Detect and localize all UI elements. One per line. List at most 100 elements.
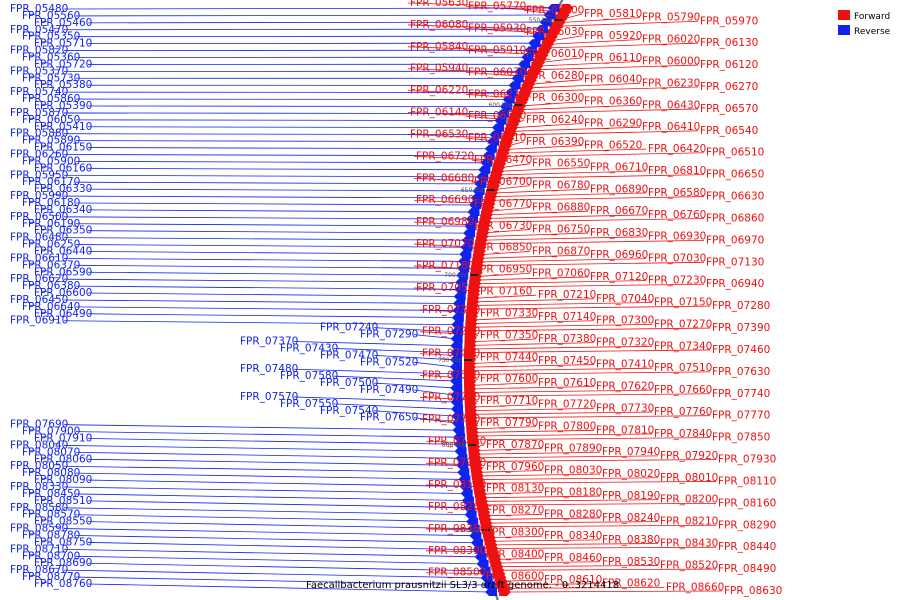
reverse-gene-label[interactable]: FPR_05730 xyxy=(22,72,80,84)
forward-gene-label[interactable]: FPR_06230 xyxy=(642,77,700,89)
reverse-gene-arrow[interactable] xyxy=(518,60,531,69)
reverse-gene-arrow[interactable] xyxy=(455,454,468,463)
forward-gene-label[interactable]: FPR_05840 xyxy=(410,41,468,53)
reverse-gene-arrow[interactable] xyxy=(464,222,477,231)
reverse-gene-label[interactable]: FPR_07240 xyxy=(320,322,378,334)
forward-gene-label[interactable]: FPR_06360 xyxy=(584,96,642,108)
forward-gene-label[interactable]: FPR_06310 xyxy=(468,132,526,144)
forward-gene-label[interactable]: FPR_07600 xyxy=(480,373,538,385)
forward-gene-label[interactable]: FPR_08020 xyxy=(602,468,660,480)
reverse-gene-arrow[interactable] xyxy=(469,531,482,540)
forward-gene-label[interactable]: FPR_08260 xyxy=(428,501,486,513)
reverse-gene-label[interactable]: FPR_06160 xyxy=(34,162,92,174)
reverse-gene-label[interactable]: FPR_07900 xyxy=(22,426,80,438)
forward-gene-label[interactable]: FPR_07230 xyxy=(648,275,706,287)
forward-gene-label[interactable]: FPR_08390 xyxy=(428,545,486,557)
reverse-gene-label[interactable]: FPR_08550 xyxy=(34,516,92,528)
reverse-gene-label[interactable]: FPR_05720 xyxy=(34,58,92,70)
forward-gene-label[interactable]: FPR_07800 xyxy=(538,421,596,433)
forward-gene-label[interactable]: FPR_06680 xyxy=(416,172,474,184)
reverse-gene-label[interactable]: FPR_08060 xyxy=(34,453,92,465)
reverse-gene-arrow[interactable] xyxy=(492,123,505,132)
reverse-gene-arrow[interactable] xyxy=(521,53,534,62)
forward-gene-label[interactable]: FPR_06020 xyxy=(642,34,700,46)
forward-gene-label[interactable]: FPR_06080 xyxy=(410,19,468,31)
forward-gene-label[interactable]: FPR_05920 xyxy=(584,30,642,42)
reverse-gene-label[interactable]: FPR_06170 xyxy=(22,176,80,188)
reverse-gene-arrow[interactable] xyxy=(450,376,463,385)
forward-gene-label[interactable]: FPR_06780 xyxy=(532,180,590,192)
reverse-gene-arrow[interactable] xyxy=(461,236,474,245)
reverse-gene-label[interactable]: FPR_06620 xyxy=(10,273,68,285)
forward-gene-label[interactable]: FPR_06000 xyxy=(642,55,700,67)
forward-gene-label[interactable]: FPR_05910 xyxy=(468,44,526,56)
reverse-gene-label[interactable]: FPR_05460 xyxy=(34,17,92,29)
forward-gene-label[interactable]: FPR_07860 xyxy=(428,435,486,447)
forward-gene-label[interactable]: FPR_07450 xyxy=(538,355,596,367)
reverse-gene-label[interactable]: FPR_08770 xyxy=(22,571,80,583)
forward-gene-label[interactable]: FPR_08350 xyxy=(428,523,486,535)
reverse-gene-label[interactable]: FPR_08590 xyxy=(10,523,68,535)
reverse-gene-label[interactable]: FPR_08080 xyxy=(22,467,80,479)
forward-gene-label[interactable]: FPR_07940 xyxy=(602,446,660,458)
forward-gene-label[interactable]: FPR_06300 xyxy=(526,92,584,104)
reverse-gene-arrow[interactable] xyxy=(472,186,485,195)
reverse-gene-label[interactable]: FPR_05740 xyxy=(10,86,68,98)
reverse-gene-arrow[interactable] xyxy=(452,306,465,315)
forward-gene-label[interactable]: FPR_05970 xyxy=(700,15,758,27)
forward-gene-label[interactable]: FPR_08120 xyxy=(428,479,486,491)
reverse-gene-arrow[interactable] xyxy=(450,383,463,392)
forward-gene-label[interactable]: FPR_08110 xyxy=(718,475,776,487)
reverse-gene-label[interactable]: FPR_06250 xyxy=(22,239,80,251)
reverse-gene-label[interactable]: FPR_05470 xyxy=(10,24,68,36)
reverse-gene-arrow[interactable] xyxy=(467,524,480,533)
forward-gene-label[interactable]: FPR_06670 xyxy=(590,205,648,217)
forward-gene-label[interactable]: FPR_07300 xyxy=(596,315,654,327)
forward-gene-label[interactable]: FPR_07760 xyxy=(654,406,712,418)
reverse-gene-label[interactable]: FPR_06480 xyxy=(10,232,68,244)
forward-gene-label[interactable]: FPR_07260 xyxy=(422,326,480,338)
reverse-gene-arrow[interactable] xyxy=(458,257,471,266)
reverse-gene-label[interactable]: FPR_05560 xyxy=(22,10,80,22)
reverse-gene-arrow[interactable] xyxy=(460,243,473,252)
reverse-gene-label[interactable]: FPR_07290 xyxy=(360,329,418,341)
forward-gene-label[interactable]: FPR_07850 xyxy=(712,432,770,444)
reverse-gene-label[interactable]: FPR_07520 xyxy=(360,356,418,368)
reverse-gene-arrow[interactable] xyxy=(539,18,552,27)
forward-gene-label[interactable]: FPR_06630 xyxy=(706,191,764,203)
forward-gene-label[interactable]: FPR_06290 xyxy=(584,118,642,130)
reverse-gene-arrow[interactable] xyxy=(459,250,472,259)
forward-gene-label[interactable]: FPR_08280 xyxy=(544,508,602,520)
reverse-gene-arrow[interactable] xyxy=(450,348,463,357)
reverse-gene-label[interactable]: FPR_07540 xyxy=(320,405,378,417)
reverse-gene-label[interactable]: FPR_05380 xyxy=(34,79,92,91)
forward-gene-label[interactable]: FPR_06750 xyxy=(532,223,590,235)
reverse-gene-arrow[interactable] xyxy=(466,517,479,526)
reverse-gene-arrow[interactable] xyxy=(458,475,471,484)
reverse-gene-arrow[interactable] xyxy=(463,503,476,512)
forward-gene-label[interactable]: FPR_07280 xyxy=(712,300,770,312)
forward-gene-label[interactable]: FPR_06240 xyxy=(526,114,584,126)
reverse-gene-arrow[interactable] xyxy=(450,341,463,350)
forward-gene-label[interactable]: FPR_07780 xyxy=(422,413,480,425)
reverse-gene-label[interactable]: FPR_05480 xyxy=(10,3,68,15)
reverse-gene-label[interactable]: FPR_07910 xyxy=(34,433,92,445)
reverse-gene-label[interactable]: FPR_08700 xyxy=(22,550,80,562)
forward-gene-label[interactable]: FPR_07790 xyxy=(480,417,538,429)
forward-gene-label[interactable]: FPR_06580 xyxy=(648,187,706,199)
reverse-gene-label[interactable]: FPR_05390 xyxy=(34,100,92,112)
reverse-gene-arrow[interactable] xyxy=(450,398,463,407)
forward-gene-label[interactable]: FPR_07740 xyxy=(712,388,770,400)
reverse-gene-label[interactable]: FPR_06340 xyxy=(34,204,92,216)
reverse-gene-label[interactable]: FPR_06330 xyxy=(34,183,92,195)
reverse-gene-label[interactable]: FPR_06350 xyxy=(34,225,92,237)
forward-gene-label[interactable]: FPR_07930 xyxy=(718,454,776,466)
forward-gene-label[interactable]: FPR_06040 xyxy=(584,74,642,86)
reverse-gene-arrow[interactable] xyxy=(472,545,485,554)
forward-gene-label[interactable]: FPR_08270 xyxy=(486,505,544,517)
forward-gene-label[interactable]: FPR_06280 xyxy=(526,70,584,82)
forward-gene-label[interactable]: FPR_06030 xyxy=(526,26,584,38)
reverse-gene-arrow[interactable] xyxy=(450,355,463,364)
forward-gene-label[interactable]: FPR_08490 xyxy=(718,563,776,575)
forward-gene-label[interactable]: FPR_07960 xyxy=(486,461,544,473)
